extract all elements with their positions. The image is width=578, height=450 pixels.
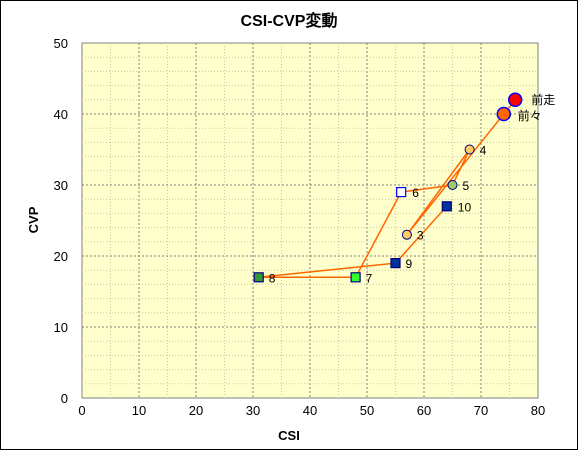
x-axis-label: CSI bbox=[278, 428, 300, 443]
series-line bbox=[258, 99, 516, 279]
data-point-4 bbox=[464, 144, 475, 155]
point-label-7: 7 bbox=[366, 271, 373, 285]
series-polyline bbox=[258, 99, 516, 279]
data-point-9 bbox=[390, 258, 401, 269]
y-tick-label: 50 bbox=[54, 36, 68, 51]
x-tick-label: 10 bbox=[132, 403, 146, 418]
y-tick-label: 20 bbox=[54, 249, 68, 264]
point-label-8: 8 bbox=[269, 271, 276, 285]
x-tick-label: 70 bbox=[474, 403, 488, 418]
data-point-5 bbox=[447, 180, 458, 190]
y-tick-label: 10 bbox=[54, 320, 68, 335]
point-label-前走: 前走 bbox=[531, 92, 555, 107]
y-tick-label: 30 bbox=[54, 178, 68, 193]
x-tick-label: 60 bbox=[417, 403, 431, 418]
point-label-5: 5 bbox=[463, 179, 470, 193]
data-point-6 bbox=[396, 187, 407, 198]
data-point-10 bbox=[441, 201, 452, 212]
point-label-3: 3 bbox=[417, 229, 424, 243]
data-points bbox=[253, 92, 523, 283]
x-tick-label: 80 bbox=[531, 403, 545, 418]
data-point-前走 bbox=[507, 92, 523, 108]
y-tick-label: 40 bbox=[54, 107, 68, 122]
grid-lines bbox=[82, 43, 538, 398]
data-point-7 bbox=[350, 272, 361, 283]
x-tick-label: 30 bbox=[246, 403, 260, 418]
axis-ticks: 0 10 20 30 40 50 60 70 80 0 10 20 30 40 50 bbox=[54, 36, 546, 418]
point-label-前々: 前々 bbox=[518, 108, 542, 123]
chart-title: CSI-CVP変動 bbox=[241, 11, 338, 30]
data-point-3 bbox=[401, 229, 412, 240]
x-tick-label: 0 bbox=[78, 403, 85, 418]
point-label-6: 6 bbox=[412, 186, 419, 200]
x-tick-label: 50 bbox=[360, 403, 374, 418]
data-point-8 bbox=[253, 272, 264, 283]
data-point-前々 bbox=[496, 106, 512, 122]
x-tick-label: 20 bbox=[189, 403, 203, 418]
point-label-4: 4 bbox=[480, 144, 487, 158]
x-tick-label: 40 bbox=[303, 403, 317, 418]
point-label-9: 9 bbox=[406, 257, 413, 271]
y-tick-label: 0 bbox=[61, 391, 68, 406]
y-axis-label: CVP bbox=[26, 206, 41, 233]
point-label-10: 10 bbox=[458, 200, 472, 214]
